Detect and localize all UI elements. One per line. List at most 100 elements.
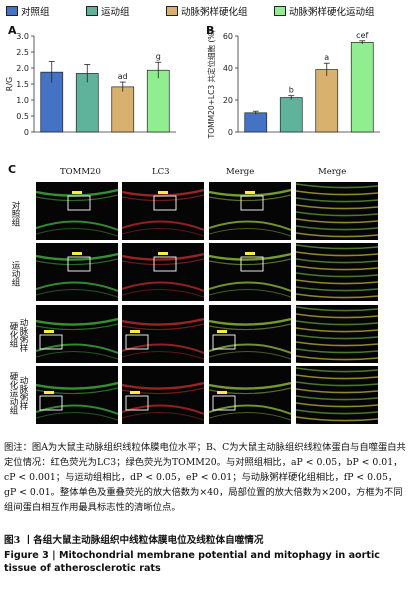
tissue-band [36,289,118,298]
region-box [240,256,264,272]
legend-label: 对照组 [21,7,50,18]
tissue-band [209,412,291,421]
tissue-fiber [296,388,378,394]
row-label: 运动组 [10,261,20,287]
micrograph-image [122,188,204,237]
tissue-band [122,228,204,237]
tissue-fiber [296,381,378,387]
tissue-fiber [296,244,378,250]
micrograph-image [122,317,204,360]
legend-label: 动脉粥样硬化组 [181,7,248,18]
region-box [39,334,63,350]
tissue-fiber [296,286,378,292]
panel-letter-c: C [8,163,17,176]
legend-swatch [86,6,98,16]
micrograph-panel [36,305,118,363]
tissue-band [122,404,204,415]
micrograph-image [209,252,291,298]
tissue-fiber [296,334,378,340]
tissue-band [209,404,291,415]
tissue-fiber [296,348,378,354]
micrograph-panel [122,182,204,240]
column-header: Merge [226,167,255,177]
tissue-fiber [296,211,378,217]
tissue-fiber [296,251,378,257]
micrograph-panel [209,305,291,363]
micrograph-image [209,381,291,421]
y-tick-label: 40 [223,64,233,73]
y-tick-label: 0 [228,128,233,137]
tissue-band [209,317,291,326]
legend-item: 动脉粥样硬化运动组 [274,4,375,18]
tissue-band [209,343,291,354]
significance-label: cef [356,31,368,40]
tissue-fiber [296,355,378,361]
significance-label: g [156,52,161,61]
tissue-band [122,188,204,197]
tissue-fiber [296,204,378,210]
micrograph-panel [122,243,204,301]
region-box [212,395,236,411]
tissue-band [36,252,118,261]
tissue-band [209,381,291,390]
tissue-fiber [296,327,378,333]
tissue-fiber [296,409,378,415]
tissue-band [209,323,291,331]
tissue-band [122,289,204,298]
micrograph-image [122,381,204,421]
micrograph-image [209,188,291,237]
tissue-fiber [296,374,378,380]
region-box [39,395,63,411]
tissue-band [209,289,291,298]
tissue-fiber [296,402,378,408]
tissue-fiber [296,320,378,326]
figure-caption: 图注：图A为大鼠主动脉组织线粒体膜电位水平；B、C为大鼠主动脉组织线粒体蛋白与自… [4,442,406,513]
tissue-band [36,258,118,266]
micrograph-panel [36,182,118,240]
micrograph-image [36,252,118,298]
micrograph-panel [36,243,118,301]
row-label: 对照组 [10,201,20,227]
tissue-band [209,228,291,237]
tissue-fiber [296,218,378,224]
tissue-band [209,188,291,197]
scale-bar [130,330,140,333]
micrograph-image [209,317,291,360]
region-box [240,195,264,211]
micrograph-panel [209,182,291,240]
micrograph-image [296,367,378,424]
figure-title-en: Figure 3 | Mitochondrial membrane potent… [4,550,380,574]
legend-item: 运动组 [86,4,130,18]
micrograph-image [296,183,378,240]
legend-label: 运动组 [101,7,130,18]
tissue-band [36,343,118,354]
micrograph-image [122,252,204,298]
bar [279,97,303,133]
micrograph-image [36,188,118,237]
tissue-fiber [296,313,378,319]
micrograph-image [296,306,378,363]
region-box [153,256,177,272]
column-header: LC3 [152,167,170,177]
micrograph-image [36,381,118,421]
row-label: 动脉粥样 硬化组 [8,318,28,352]
tissue-band [36,412,118,421]
legend-swatch [6,6,18,16]
tissue-band [209,252,291,261]
significance-label: a [324,53,329,62]
legend-swatch [274,6,286,16]
micrograph-panel [296,182,378,240]
tissue-fiber [296,279,378,285]
tissue-band [122,258,204,266]
scale-bar [72,252,82,255]
tissue-fiber [296,258,378,264]
tissue-band [36,351,118,360]
legend-item: 对照组 [6,4,50,18]
tissue-band [36,194,118,202]
micrograph-image [296,244,378,301]
tissue-fiber [296,293,378,299]
tissue-band [209,281,291,292]
scale-bar [245,191,255,194]
micrograph-image [36,317,118,360]
tissue-fiber [296,183,378,189]
